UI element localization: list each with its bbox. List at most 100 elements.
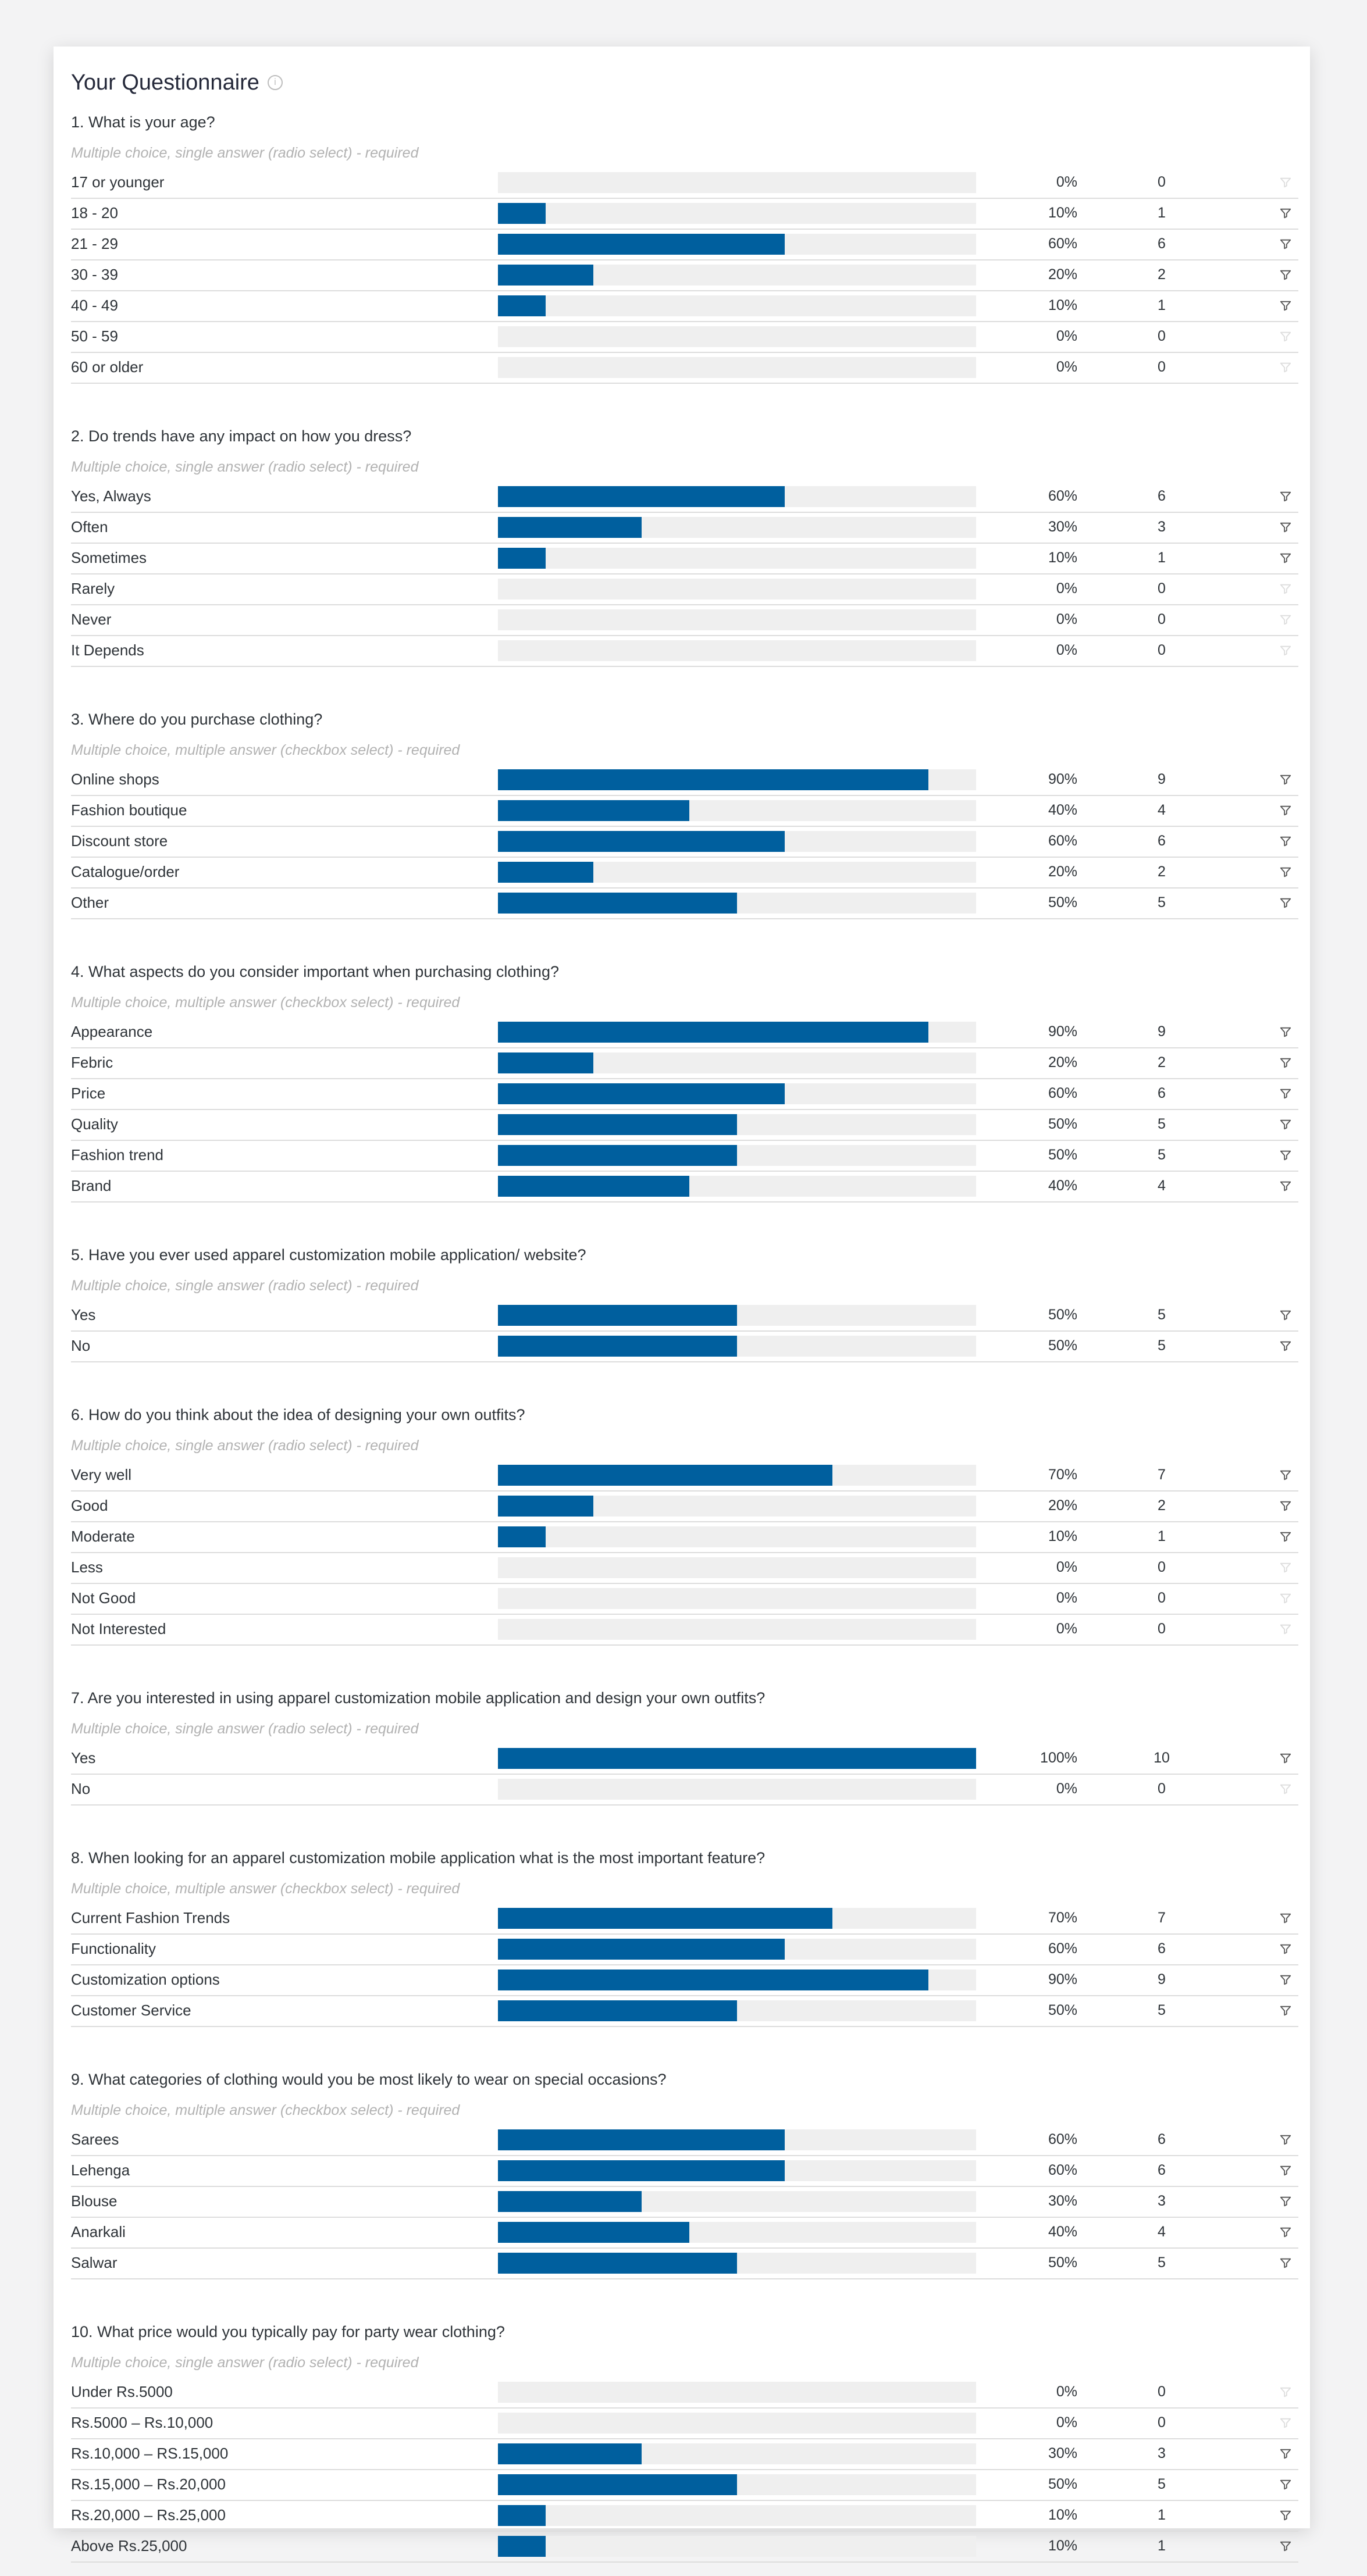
answer-bar-track — [498, 2000, 976, 2021]
answer-percent: 10% — [1048, 297, 1077, 313]
filter-icon[interactable] — [1274, 544, 1297, 572]
answer-bar-track — [498, 1939, 976, 1960]
filter-icon[interactable] — [1274, 199, 1297, 227]
filter-icon[interactable] — [1274, 513, 1297, 541]
answer-label: Online shops — [71, 770, 159, 788]
answer-label: Current Fashion Trends — [71, 1909, 230, 1926]
answer-percent: 10% — [1048, 2507, 1077, 2523]
filter-icon[interactable] — [1274, 230, 1297, 258]
answer-count: 4 — [1158, 1178, 1166, 1194]
answer-bar-fill — [498, 831, 785, 852]
answer-percent: 40% — [1048, 1178, 1077, 1194]
answer-bar-track — [498, 203, 976, 224]
answer-label: Other — [71, 894, 109, 911]
filter-icon[interactable] — [1274, 1141, 1297, 1169]
answer-label: Appearance — [71, 1023, 153, 1040]
answer-percent: 30% — [1048, 2445, 1077, 2461]
filter-icon[interactable] — [1274, 858, 1297, 886]
answer-bar-fill — [498, 893, 737, 914]
answer-row: Often 30% 3 — [71, 513, 1298, 544]
answer-percent: 60% — [1048, 236, 1077, 252]
filter-icon[interactable] — [1274, 2125, 1297, 2154]
filter-icon[interactable] — [1274, 1048, 1297, 1077]
answer-count: 0 — [1158, 2384, 1166, 2400]
answer-percent: 70% — [1048, 1467, 1077, 1483]
question-title: 8. When looking for an apparel customiza… — [71, 1849, 766, 1867]
answer-row: Not Interested 0% 0 — [71, 1615, 1298, 1646]
filter-icon[interactable] — [1274, 2187, 1297, 2215]
filter-icon[interactable] — [1274, 2532, 1297, 2560]
answer-label: Brand — [71, 1177, 112, 1194]
filter-icon[interactable] — [1274, 1904, 1297, 1932]
answer-bar-fill — [498, 1022, 928, 1043]
filter-icon[interactable] — [1274, 1744, 1297, 1772]
answer-row: Customization options 90% 9 — [71, 1965, 1298, 1996]
answer-count: 2 — [1158, 266, 1166, 283]
answer-row: Catalogue/order 20% 2 — [71, 858, 1298, 889]
answer-bar-fill — [498, 265, 594, 286]
answer-row: Rs.20,000 – Rs.25,000 10% 1 — [71, 2501, 1298, 2532]
filter-icon[interactable] — [1274, 1110, 1297, 1139]
filter-icon[interactable] — [1274, 261, 1297, 289]
answer-count: 4 — [1158, 2224, 1166, 2240]
filter-icon — [1274, 575, 1297, 603]
filter-icon[interactable] — [1274, 1461, 1297, 1489]
question-3: 3. Where do you purchase clothing? Multip… — [71, 703, 1298, 919]
question-4: 4. What aspects do you consider importan… — [71, 955, 1298, 1203]
answer-bar-fill — [498, 1052, 594, 1073]
answer-label: Rs.20,000 – Rs.25,000 — [71, 2506, 226, 2524]
answer-percent: 0% — [1056, 1621, 1077, 1637]
filter-icon[interactable] — [1274, 291, 1297, 320]
filter-icon[interactable] — [1274, 827, 1297, 855]
question-title: 7. Are you interested in using apparel c… — [71, 1689, 766, 1707]
answer-count: 2 — [1158, 864, 1166, 880]
answer-bar-track — [498, 326, 976, 347]
filter-icon[interactable] — [1274, 2249, 1297, 2277]
filter-icon[interactable] — [1274, 1301, 1297, 1329]
answer-bar-fill — [498, 2000, 737, 2021]
answer-bar-track — [498, 2160, 976, 2181]
filter-icon[interactable] — [1274, 1492, 1297, 1520]
filter-icon[interactable] — [1274, 765, 1297, 794]
filter-icon[interactable] — [1274, 1522, 1297, 1551]
filter-icon[interactable] — [1274, 1935, 1297, 1963]
filter-icon[interactable] — [1274, 889, 1297, 917]
filter-icon[interactable] — [1274, 2156, 1297, 2185]
filter-icon[interactable] — [1274, 1965, 1297, 1994]
answer-percent: 50% — [1048, 2002, 1077, 2018]
answer-bar-track — [498, 234, 976, 255]
answer-label: Catalogue/order — [71, 863, 180, 880]
filter-icon[interactable] — [1274, 1996, 1297, 2025]
answer-count: 7 — [1158, 1910, 1166, 1926]
answer-bar-fill — [498, 1970, 928, 1990]
question-spacer — [71, 1646, 1298, 1682]
answer-count: 1 — [1158, 2507, 1166, 2523]
answer-row: Rarely 0% 0 — [71, 575, 1298, 605]
answer-list: 17 or younger 0% 0 18 - 20 10% 1 21 - 29 60% 6 30… — [71, 167, 1298, 384]
answer-count: 0 — [1158, 580, 1166, 597]
answer-bar-fill — [498, 295, 546, 316]
answer-bar-track — [498, 893, 976, 914]
answer-percent: 10% — [1048, 1528, 1077, 1544]
filter-icon — [1274, 322, 1297, 351]
filter-icon[interactable] — [1274, 1018, 1297, 1046]
answer-bar-track — [498, 1779, 976, 1800]
answer-bar-fill — [498, 1145, 737, 1166]
filter-icon[interactable] — [1274, 482, 1297, 511]
info-icon[interactable]: i — [267, 75, 283, 90]
question-type-label: Multiple choice, multiple answer (checkb… — [71, 994, 460, 1011]
filter-icon[interactable] — [1274, 2218, 1297, 2246]
answer-label: Fashion boutique — [71, 801, 187, 819]
answer-count: 1 — [1158, 205, 1166, 221]
filter-icon[interactable] — [1274, 1172, 1297, 1200]
answer-percent: 10% — [1048, 2538, 1077, 2554]
filter-icon[interactable] — [1274, 2501, 1297, 2529]
answer-bar-track — [498, 2382, 976, 2403]
filter-icon[interactable] — [1274, 2439, 1297, 2468]
answer-bar-fill — [498, 548, 546, 569]
filter-icon[interactable] — [1274, 2470, 1297, 2499]
answer-list: Yes, Always 60% 6 Often 30% 3 Sometimes 10% 1 Rar… — [71, 481, 1298, 667]
filter-icon[interactable] — [1274, 1332, 1297, 1360]
filter-icon[interactable] — [1274, 1079, 1297, 1108]
filter-icon[interactable] — [1274, 796, 1297, 825]
